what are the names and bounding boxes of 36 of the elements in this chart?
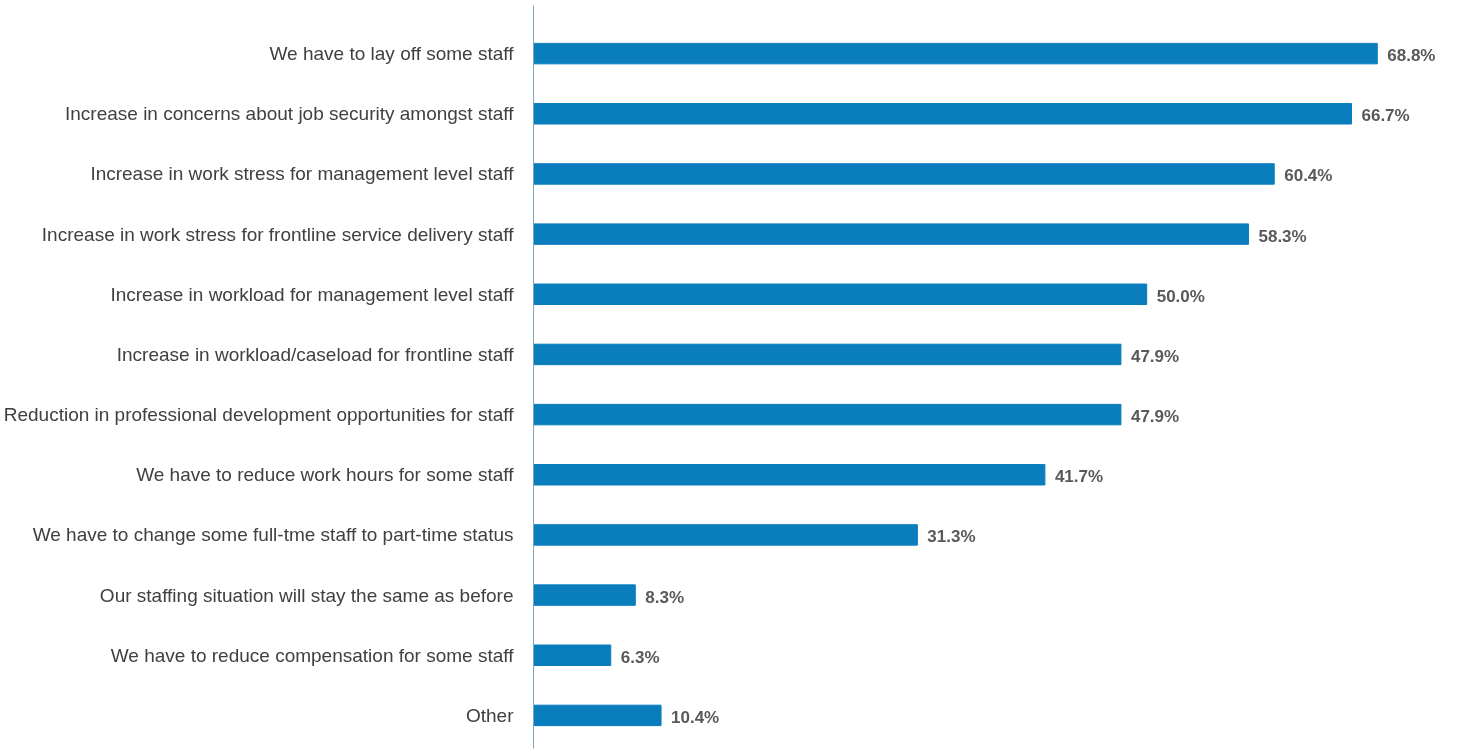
data-label: 58.3%	[1258, 226, 1307, 246]
bar	[533, 524, 918, 546]
data-label: 60.4%	[1284, 166, 1333, 186]
data-label: 41.7%	[1054, 467, 1104, 487]
data-label: 31.3%	[927, 527, 976, 547]
data-label: 47.9%	[1130, 346, 1180, 366]
data-label: 66.7%	[1361, 106, 1410, 126]
y-tick-label: Increase in work stress for frontline service delivery staff	[41, 223, 515, 245]
bar	[533, 584, 636, 606]
bar	[533, 704, 662, 727]
data-label: 8.3%	[645, 587, 685, 607]
y-tick-label: Increase in workload/caseload for frontline staff	[116, 343, 515, 365]
bar	[533, 223, 1249, 245]
data-label: 6.3%	[620, 647, 660, 667]
data-label: 68.8%	[1387, 46, 1436, 66]
data-label: 50.0%	[1156, 286, 1205, 306]
bar	[533, 644, 612, 666]
y-tick-label: We have to reduce work hours for some staff	[136, 464, 515, 486]
y-tick-label: Increase in workload for management level staff	[110, 283, 515, 305]
y-tick-label: Increase in work stress for management level staff	[90, 163, 515, 185]
y-tick-label: We have to change some full-tme staff to part-time status	[32, 524, 514, 546]
y-tick-label: Increase in concerns about job security amongst staff	[65, 103, 515, 125]
y-tick-label: Other	[465, 704, 515, 726]
bar	[533, 103, 1352, 125]
bar	[533, 42, 1378, 65]
data-label: 47.9%	[1130, 407, 1180, 427]
bar	[533, 163, 1275, 185]
bar	[533, 283, 1148, 305]
data-label: 10.4%	[671, 707, 720, 727]
bar	[533, 343, 1122, 366]
y-tick-label: Reduction in professional development opportunities for staff	[3, 404, 515, 426]
bar	[533, 403, 1122, 426]
bar	[533, 464, 1046, 486]
y-tick-label: We have to reduce compensation for some staff	[110, 644, 515, 666]
y-tick-label: We have to lay off some staff	[269, 43, 515, 65]
y-tick-label: Our staffing situation will stay the same as before	[99, 584, 514, 606]
